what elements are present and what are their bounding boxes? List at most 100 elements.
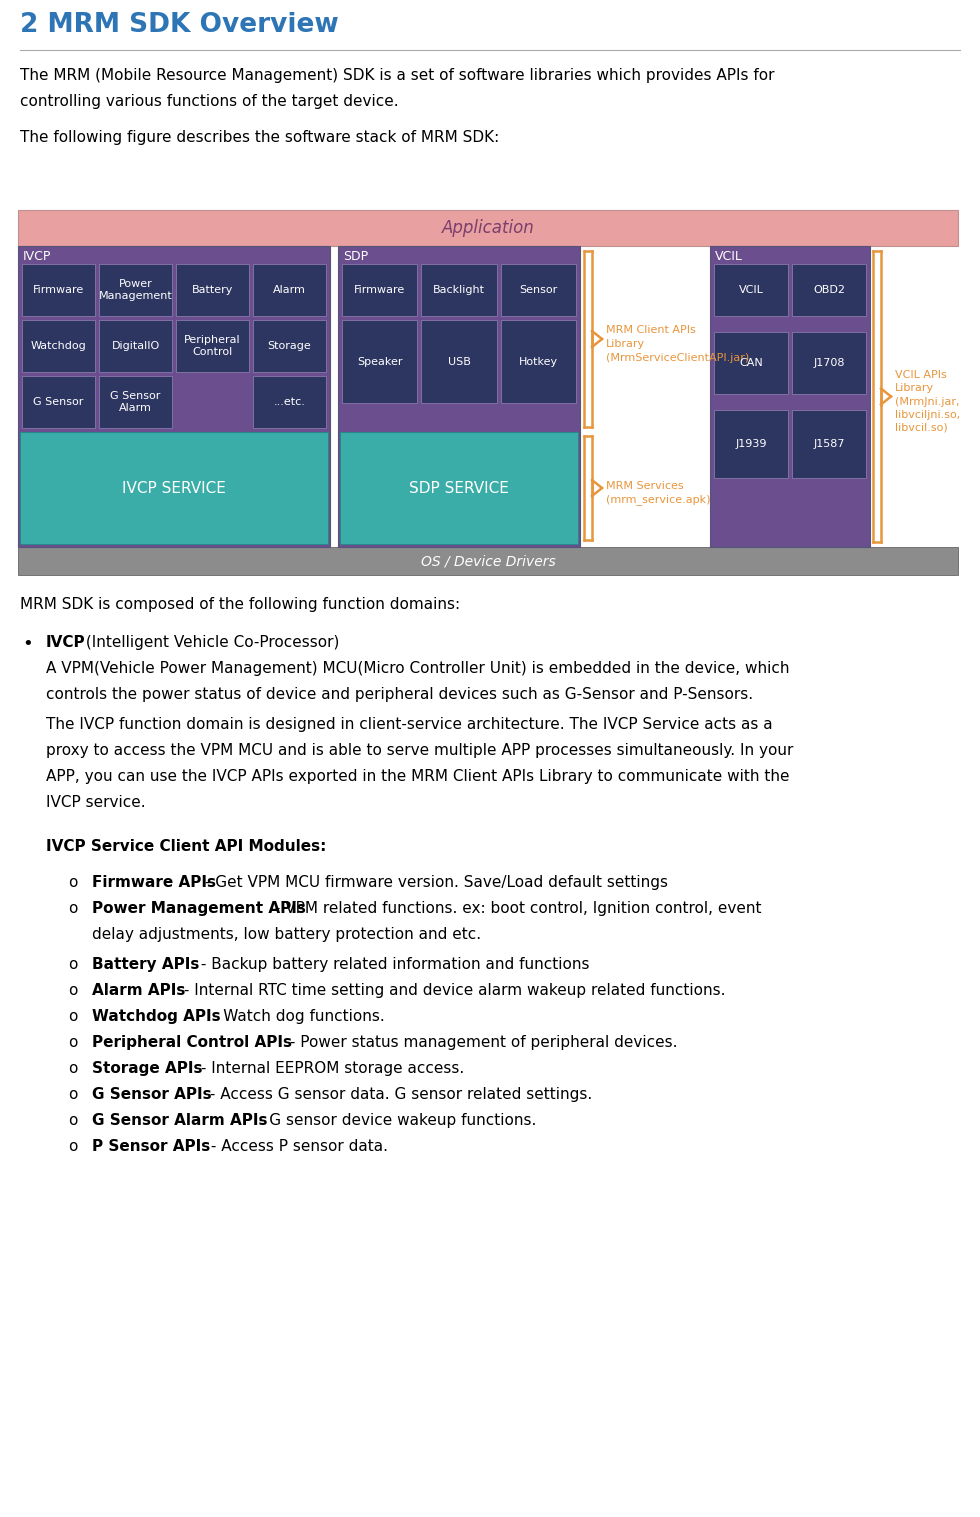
Text: o: o [68, 1060, 77, 1076]
Text: o: o [68, 1113, 77, 1129]
FancyBboxPatch shape [22, 264, 95, 316]
Text: - Access P sensor data.: - Access P sensor data. [206, 1139, 388, 1154]
Text: - Watch dog functions.: - Watch dog functions. [208, 1009, 385, 1024]
Text: DigitalIO: DigitalIO [112, 341, 160, 350]
FancyBboxPatch shape [338, 246, 580, 548]
FancyBboxPatch shape [501, 320, 576, 404]
Text: ...etc.: ...etc. [273, 397, 306, 407]
Text: IVCP Service Client API Modules:: IVCP Service Client API Modules: [46, 839, 326, 854]
FancyBboxPatch shape [792, 411, 866, 478]
Text: o: o [68, 1139, 77, 1154]
Text: - G sensor device wakeup functions.: - G sensor device wakeup functions. [254, 1113, 536, 1129]
Text: IVCP: IVCP [46, 636, 85, 649]
FancyBboxPatch shape [99, 320, 172, 372]
FancyBboxPatch shape [18, 246, 330, 548]
Text: IVCP SERVICE: IVCP SERVICE [122, 481, 226, 496]
Text: G Sensor Alarm APIs: G Sensor Alarm APIs [92, 1113, 268, 1129]
Text: - Internal EEPROM storage access.: - Internal EEPROM storage access. [196, 1060, 465, 1076]
FancyBboxPatch shape [792, 332, 866, 394]
Text: Speaker: Speaker [357, 356, 403, 367]
Text: controls the power status of device and peripheral devices such as G-Sensor and : controls the power status of device and … [46, 687, 753, 702]
Text: VCIL: VCIL [739, 285, 763, 294]
Text: The IVCP function domain is designed in client-service architecture. The IVCP Se: The IVCP function domain is designed in … [46, 718, 772, 733]
FancyBboxPatch shape [342, 264, 417, 316]
Text: VCIL APIs
Library
(MrmJni.jar,
libvciljni.so,
libvcil.so): VCIL APIs Library (MrmJni.jar, libvciljn… [895, 370, 960, 432]
Text: SDP SERVICE: SDP SERVICE [409, 481, 509, 496]
Text: Watchdog: Watchdog [30, 341, 86, 350]
Text: IVCP service.: IVCP service. [46, 795, 146, 810]
FancyBboxPatch shape [501, 264, 576, 316]
Text: OS / Device Drivers: OS / Device Drivers [420, 554, 556, 567]
FancyBboxPatch shape [253, 320, 326, 372]
Text: USB: USB [448, 356, 470, 367]
Text: Peripheral
Control: Peripheral Control [184, 335, 241, 356]
FancyBboxPatch shape [253, 264, 326, 316]
Text: VCIL: VCIL [715, 250, 743, 262]
FancyBboxPatch shape [176, 264, 249, 316]
FancyBboxPatch shape [714, 332, 788, 394]
Text: APP, you can use the IVCP APIs exported in the MRM Client APIs Library to commun: APP, you can use the IVCP APIs exported … [46, 769, 790, 784]
Text: o: o [68, 1009, 77, 1024]
Text: IVCP: IVCP [23, 250, 51, 262]
Text: MRM Client APIs
Library
(MrmServiceClientAPI.jar): MRM Client APIs Library (MrmServiceClien… [606, 325, 750, 363]
FancyBboxPatch shape [18, 548, 958, 575]
FancyBboxPatch shape [421, 264, 497, 316]
Text: o: o [68, 901, 77, 916]
Text: G Sensor
Alarm: G Sensor Alarm [111, 391, 161, 413]
Text: controlling various functions of the target device.: controlling various functions of the tar… [20, 94, 399, 109]
Text: SDP: SDP [343, 250, 368, 262]
Text: Battery APIs: Battery APIs [92, 957, 199, 972]
Text: - Get VPM MCU firmware version. Save/Load default settings: - Get VPM MCU firmware version. Save/Loa… [200, 875, 668, 890]
Text: Battery: Battery [192, 285, 233, 294]
Text: Sensor: Sensor [519, 285, 558, 294]
FancyBboxPatch shape [22, 320, 95, 372]
Text: Storage: Storage [268, 341, 312, 350]
Text: The MRM (Mobile Resource Management) SDK is a set of software libraries which pr: The MRM (Mobile Resource Management) SDK… [20, 68, 774, 83]
Text: OBD2: OBD2 [813, 285, 845, 294]
Text: J1939: J1939 [735, 440, 766, 449]
Text: A VPM(Vehicle Power Management) MCU(Micro Controller Unit) is embedded in the de: A VPM(Vehicle Power Management) MCU(Micr… [46, 661, 790, 677]
Text: o: o [68, 1088, 77, 1101]
Text: MRM SDK is composed of the following function domains:: MRM SDK is composed of the following fun… [20, 598, 461, 611]
Text: MRM Services
(mrm_service.apk): MRM Services (mrm_service.apk) [606, 481, 710, 505]
FancyBboxPatch shape [99, 264, 172, 316]
Text: o: o [68, 983, 77, 998]
Text: o: o [68, 957, 77, 972]
Text: - Access G sensor data. G sensor related settings.: - Access G sensor data. G sensor related… [205, 1088, 592, 1101]
Text: J1587: J1587 [813, 440, 845, 449]
Text: Storage APIs: Storage APIs [92, 1060, 203, 1076]
FancyBboxPatch shape [18, 209, 958, 246]
Text: Alarm APIs: Alarm APIs [92, 983, 185, 998]
FancyBboxPatch shape [792, 264, 866, 316]
Text: Watchdog APIs: Watchdog APIs [92, 1009, 220, 1024]
FancyBboxPatch shape [20, 432, 328, 545]
Text: Peripheral Control APIs: Peripheral Control APIs [92, 1035, 292, 1050]
FancyBboxPatch shape [99, 376, 172, 428]
FancyBboxPatch shape [340, 432, 578, 545]
Text: o: o [68, 875, 77, 890]
Text: (Intelligent Vehicle Co-Processor): (Intelligent Vehicle Co-Processor) [81, 636, 339, 649]
Text: - Power status management of peripheral devices.: - Power status management of peripheral … [285, 1035, 677, 1050]
Text: •: • [22, 636, 32, 652]
Text: Firmware: Firmware [354, 285, 406, 294]
Text: Alarm: Alarm [273, 285, 306, 294]
FancyBboxPatch shape [22, 376, 95, 428]
Text: Firmware: Firmware [33, 285, 84, 294]
FancyBboxPatch shape [421, 320, 497, 404]
Text: - Backup battery related information and functions: - Backup battery related information and… [196, 957, 590, 972]
FancyBboxPatch shape [714, 411, 788, 478]
Text: Application: Application [442, 218, 534, 237]
Text: Power Management APIs: Power Management APIs [92, 901, 306, 916]
Text: - VPM related functions. ex: boot control, Ignition control, event: - VPM related functions. ex: boot contro… [270, 901, 761, 916]
Text: J1708: J1708 [813, 358, 845, 369]
Text: Backlight: Backlight [433, 285, 485, 294]
FancyBboxPatch shape [714, 264, 788, 316]
Text: Hotkey: Hotkey [518, 356, 558, 367]
Text: o: o [68, 1035, 77, 1050]
FancyBboxPatch shape [342, 320, 417, 404]
FancyBboxPatch shape [253, 376, 326, 428]
Text: CAN: CAN [739, 358, 762, 369]
Text: 2 MRM SDK Overview: 2 MRM SDK Overview [20, 12, 339, 38]
Text: delay adjustments, low battery protection and etc.: delay adjustments, low battery protectio… [92, 927, 481, 942]
Text: Power
Management: Power Management [99, 279, 172, 300]
